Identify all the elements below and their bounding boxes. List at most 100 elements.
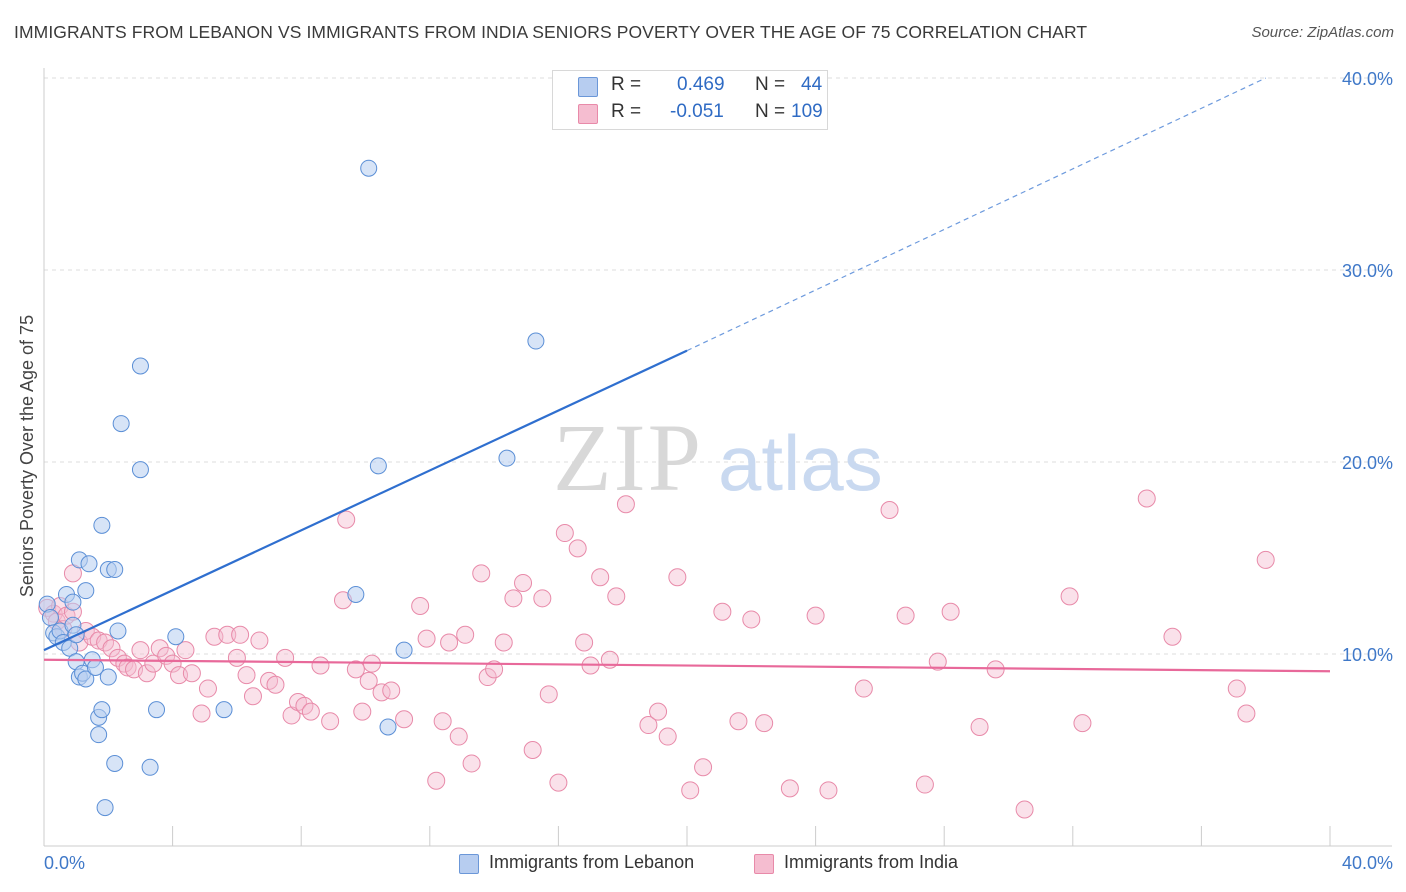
source-credit: Source: ZipAtlas.com [1251, 24, 1394, 41]
india-point [137, 664, 156, 683]
x-tick-label: 0.0% [44, 853, 85, 873]
chart-title: IMMIGRANTS FROM LEBANON VS IMMIGRANTS FR… [14, 22, 1088, 42]
india-point [941, 602, 960, 621]
lebanon-point [167, 628, 185, 646]
india-point [231, 625, 250, 644]
india-point [411, 597, 430, 615]
lebanon-point [131, 461, 149, 479]
india-point [1256, 550, 1275, 569]
india-point [237, 666, 256, 685]
india-point [694, 758, 713, 777]
india-point [1060, 587, 1079, 606]
r-value: 0.469 [677, 74, 725, 95]
india-point [346, 660, 365, 679]
lebanon-trend-extension [686, 77, 1266, 352]
india-point [321, 712, 340, 731]
india-point [118, 658, 137, 677]
india-point [478, 668, 497, 687]
india-point [427, 771, 446, 790]
lebanon-point [106, 561, 124, 579]
india-point [243, 687, 262, 706]
india-point [928, 652, 947, 671]
india-point [539, 685, 558, 704]
n-value: 109 [791, 101, 823, 122]
lebanon-swatch [459, 854, 479, 874]
stats-legend: R = 0.469 N = 44 R = -0.051 N = 109 [552, 70, 828, 130]
india-point [555, 524, 574, 543]
india-point [337, 510, 356, 529]
india-point [549, 773, 568, 792]
india-point [568, 539, 587, 558]
india-point [382, 681, 401, 700]
india-point [250, 631, 269, 650]
india-point [218, 625, 237, 644]
india-point [301, 702, 320, 721]
india-point [353, 702, 372, 721]
lebanon-swatch [578, 77, 598, 97]
india-point [658, 727, 677, 746]
watermark-atlas: atlas [718, 419, 883, 507]
india-point [276, 648, 295, 667]
lebanon-point [64, 593, 82, 611]
india-point [755, 714, 774, 733]
india-point [742, 610, 761, 629]
lebanon-point [93, 701, 111, 719]
india-point [1137, 489, 1156, 508]
india-point [896, 606, 915, 625]
india-point [472, 564, 491, 583]
y-tick-label: 10.0% [1342, 645, 1393, 665]
india-point [192, 704, 211, 723]
lebanon-point [96, 799, 114, 817]
lebanon-point [106, 754, 124, 772]
india-point [182, 664, 201, 683]
india-point [504, 589, 523, 608]
india-point [449, 727, 468, 746]
india-trend-line [43, 658, 1331, 673]
india-point [417, 629, 436, 648]
lebanon-point [93, 516, 111, 534]
india-point [1015, 800, 1034, 819]
lebanon-point [498, 449, 516, 467]
watermark-zip: ZIP [553, 404, 703, 511]
lebanon-point [41, 609, 59, 627]
india-point [395, 710, 414, 729]
india-point [729, 712, 748, 731]
r-value: -0.051 [670, 101, 724, 122]
india-point [668, 568, 687, 587]
india-point [311, 656, 330, 675]
lebanon-point [112, 415, 130, 433]
tick-labels: 10.0% 20.0% 30.0% 40.0% 0.0% 40.0% [44, 69, 1393, 873]
india-point [806, 606, 825, 625]
india-point [1237, 704, 1256, 723]
india-point [681, 781, 700, 800]
lebanon-point [77, 670, 95, 688]
lebanon-point [369, 457, 387, 475]
india-swatch [578, 104, 598, 124]
lebanon-point [347, 585, 365, 603]
r-label: R = [611, 101, 642, 122]
lebanon-point [99, 668, 117, 686]
india-point [915, 775, 934, 794]
lebanon-point [360, 159, 378, 177]
r-label: R = [611, 74, 642, 95]
india-point [433, 712, 452, 731]
axes [43, 68, 1392, 847]
india-point [456, 625, 475, 644]
india-point [649, 702, 668, 721]
n-label: N = [755, 74, 786, 95]
legend-label: Immigrants from Lebanon [489, 852, 695, 872]
lebanon-point [90, 726, 108, 744]
legend-label: Immigrants from India [784, 852, 959, 872]
india-point [1073, 714, 1092, 733]
lebanon-point [215, 701, 233, 719]
india-point [616, 495, 635, 514]
lebanon-point [77, 582, 95, 600]
india-point [102, 639, 121, 658]
india-point [131, 641, 150, 660]
gridlines [44, 77, 1392, 655]
series-lebanon-points [38, 159, 545, 817]
trend-lines [43, 77, 1331, 673]
india-point [639, 716, 658, 735]
india-point [591, 568, 610, 587]
